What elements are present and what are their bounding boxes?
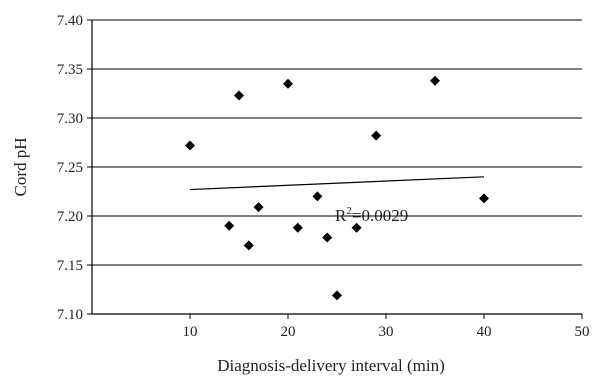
y-tick-label: 7.20 (57, 209, 83, 225)
x-tick-labels: 10 20 30 40 50 (183, 314, 590, 340)
y-tick-labels: 7.10 7.15 7.20 7.25 7.30 7.35 7.40 (57, 13, 92, 323)
data-point (322, 232, 333, 243)
x-tick-label: 20 (281, 324, 296, 340)
y-tick-label: 7.30 (57, 111, 83, 127)
y-tick-label: 7.25 (57, 160, 83, 176)
annotation-tail: =0.0029 (352, 206, 408, 225)
y-axis-title: Cord pH (11, 137, 30, 196)
data-point (351, 222, 362, 233)
data-point (224, 220, 235, 231)
y-tick-label: 7.15 (57, 258, 83, 274)
y-tick-label: 7.35 (57, 62, 83, 78)
data-point (234, 90, 244, 101)
data-point (253, 202, 264, 213)
data-point (332, 290, 342, 301)
x-tick-label: 40 (477, 324, 492, 340)
gridlines (92, 19, 582, 315)
data-point (312, 191, 323, 202)
x-tick-label: 30 (379, 324, 394, 340)
x-tick-label: 10 (183, 324, 198, 340)
data-point (283, 78, 293, 89)
data-point (292, 222, 303, 233)
data-points (185, 75, 489, 301)
data-point (479, 193, 489, 204)
data-point (185, 140, 195, 151)
annotation-superscript: 2 (346, 205, 352, 217)
data-point (430, 75, 440, 86)
data-point (243, 240, 254, 251)
y-tick-label: 7.10 (57, 307, 83, 323)
y-tick-label: 7.40 (57, 13, 83, 29)
x-tick-label: 50 (575, 324, 590, 340)
r-squared-annotation: R2=0.0029 (335, 205, 408, 225)
x-axis-title: Diagnosis-delivery interval (min) (217, 356, 445, 375)
annotation-main: R (335, 206, 347, 225)
trendline (189, 176, 485, 191)
data-point (371, 130, 382, 141)
